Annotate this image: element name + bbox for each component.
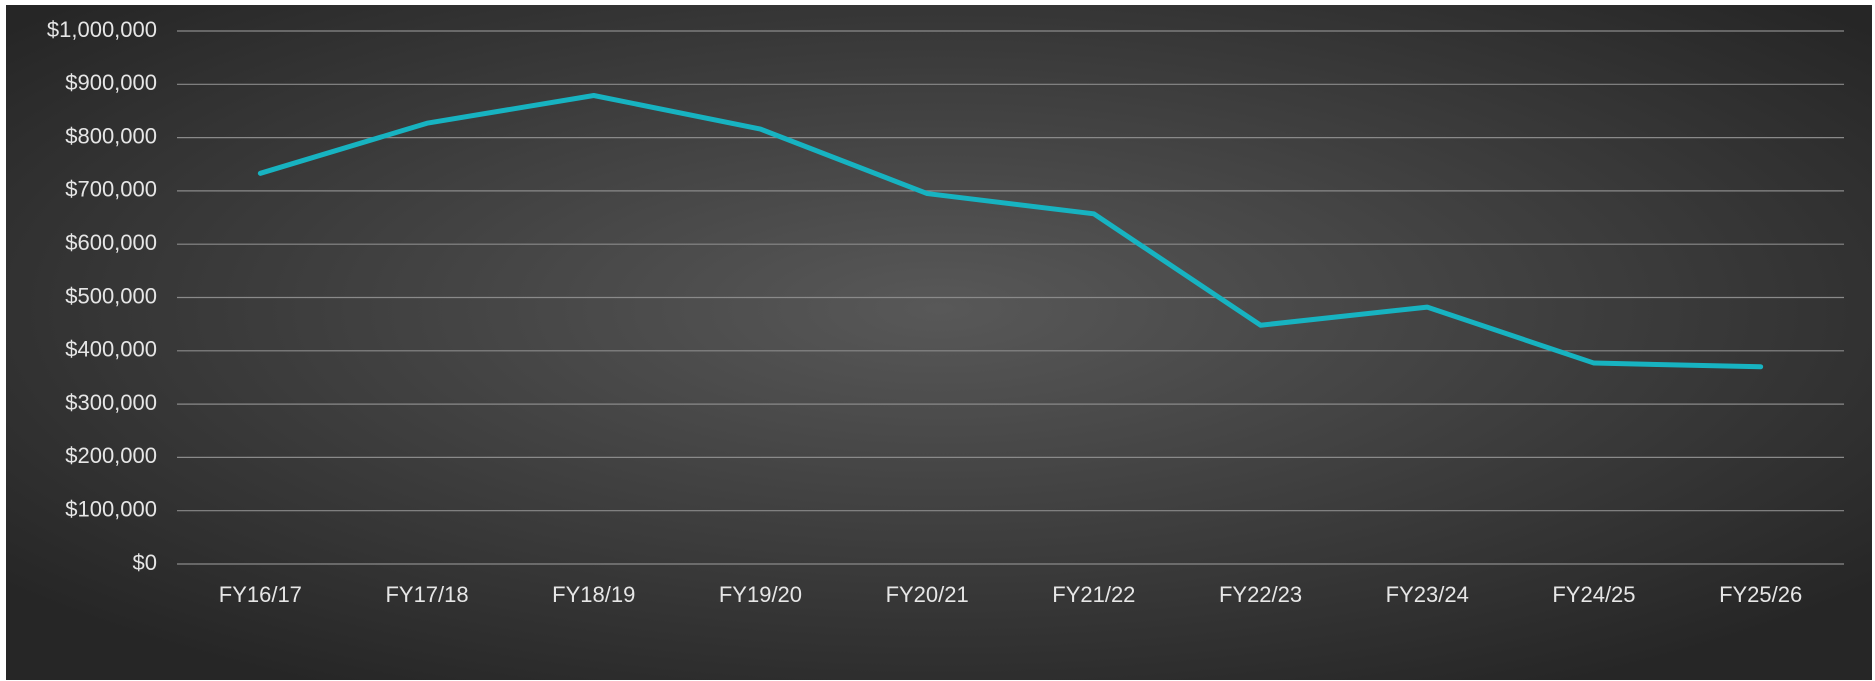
y-tick-label: $300,000 — [65, 390, 157, 415]
x-tick-label: FY19/20 — [719, 582, 802, 607]
data-line — [257, 92, 1764, 370]
y-tick-label: $800,000 — [65, 123, 157, 148]
y-tick-label: $100,000 — [65, 497, 157, 522]
y-tick-label: $1,000,000 — [47, 17, 157, 42]
x-tick-label: FY23/24 — [1386, 582, 1469, 607]
x-tick-label: FY22/23 — [1219, 582, 1302, 607]
x-tick-label: FY17/18 — [385, 582, 468, 607]
chart-background — [6, 5, 1872, 680]
y-tick-label: $200,000 — [65, 443, 157, 468]
y-tick-label: $500,000 — [65, 283, 157, 308]
y-tick-label: $400,000 — [65, 337, 157, 362]
x-tick-label: FY16/17 — [219, 582, 302, 607]
x-tick-label: FY25/26 — [1719, 582, 1802, 607]
y-tick-label: $0 — [133, 550, 157, 575]
x-tick-label: FY21/22 — [1052, 582, 1135, 607]
x-tick-label: FY20/21 — [886, 582, 969, 607]
y-tick-label: $900,000 — [65, 70, 157, 95]
x-tick-label: FY18/19 — [552, 582, 635, 607]
x-tick-label: FY24/25 — [1552, 582, 1635, 607]
y-tick-label: $600,000 — [65, 230, 157, 255]
y-tick-label: $700,000 — [65, 177, 157, 202]
